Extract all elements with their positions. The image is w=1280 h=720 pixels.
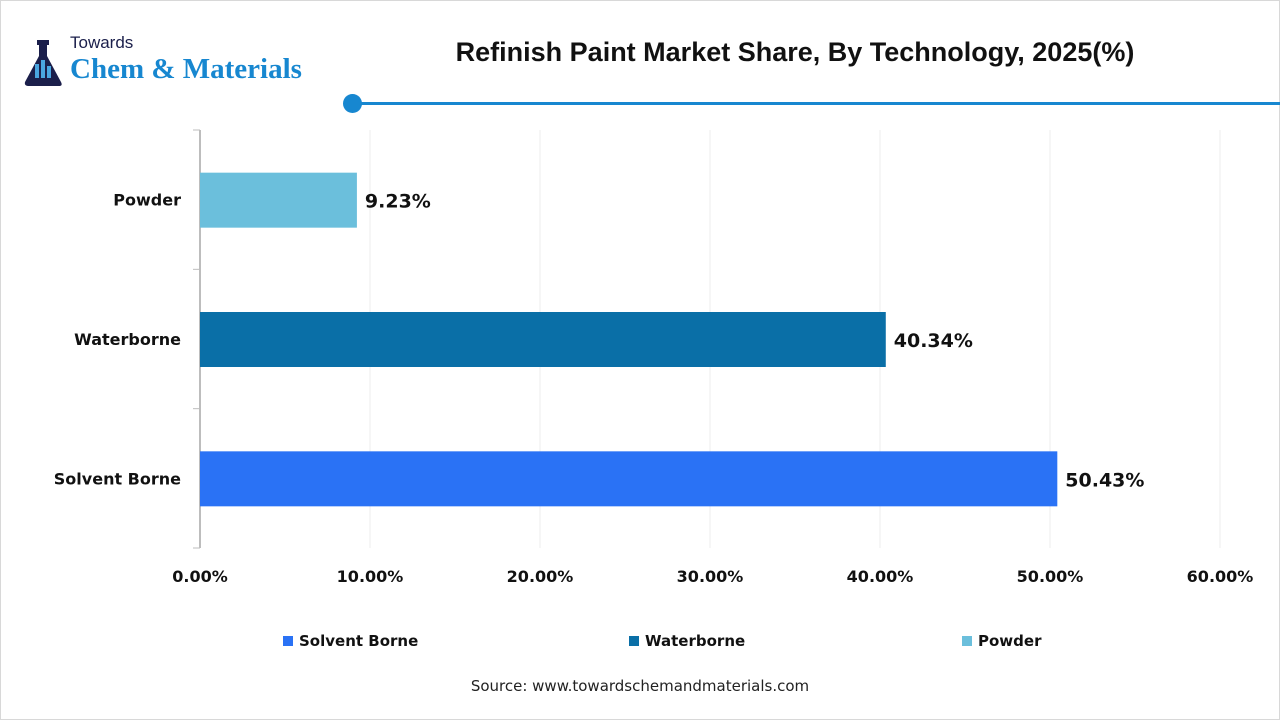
bar xyxy=(200,172,357,228)
decorative-dot xyxy=(343,94,362,113)
legend-swatch xyxy=(962,636,972,646)
y-category-label: Solvent Borne xyxy=(54,469,181,488)
y-category-label: Waterborne xyxy=(74,330,181,349)
legend-label: Waterborne xyxy=(645,632,746,650)
x-tick-label: 50.00% xyxy=(1017,567,1084,586)
x-tick-label: 20.00% xyxy=(507,567,574,586)
flask-icon xyxy=(24,40,62,86)
data-label: 40.34% xyxy=(894,330,973,352)
x-tick-label: 10.00% xyxy=(337,567,404,586)
legend-swatch xyxy=(283,636,293,646)
legend-label: Solvent Borne xyxy=(299,632,419,650)
data-label: 9.23% xyxy=(365,191,431,213)
legend-label: Powder xyxy=(978,632,1042,650)
source-text: Source: www.towardschemandmaterials.com xyxy=(470,677,810,695)
decorative-line xyxy=(352,102,1280,105)
logo: Towards Chem & Materials xyxy=(22,34,332,94)
logo-text: Chem & Materials xyxy=(70,53,302,85)
logo-text: Towards xyxy=(70,33,134,52)
x-tick-label: 0.00% xyxy=(172,567,228,586)
bar xyxy=(200,312,886,367)
x-tick-label: 40.00% xyxy=(847,567,914,586)
bar xyxy=(200,451,1058,507)
y-category-label: Powder xyxy=(113,191,181,210)
x-tick-label: 60.00% xyxy=(1187,567,1254,586)
chart-title: Refinish Paint Market Share, By Technolo… xyxy=(455,37,1135,67)
legend-swatch xyxy=(629,636,639,646)
legend-item: Powder xyxy=(962,632,1041,650)
x-tick-label: 30.00% xyxy=(677,567,744,586)
legend-item: Waterborne xyxy=(629,632,745,650)
legend-item: Solvent Borne xyxy=(283,632,418,650)
data-label: 50.43% xyxy=(1065,469,1144,491)
